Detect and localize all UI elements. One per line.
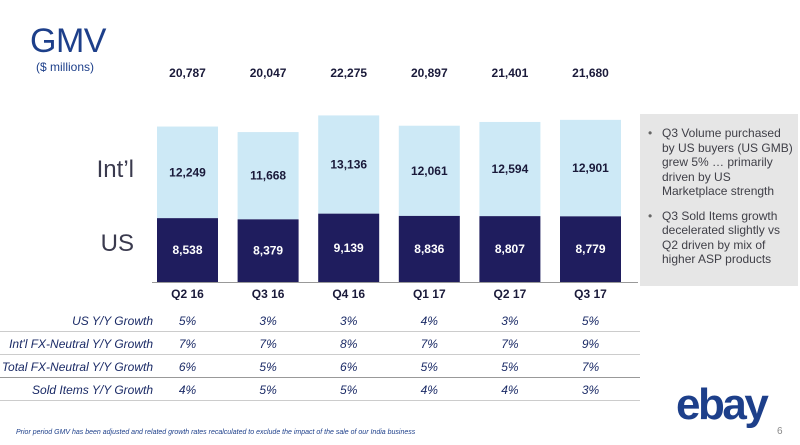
bar-label-us: 8,779 — [575, 242, 605, 256]
page-title: GMV — [30, 22, 106, 60]
metric-value: 7% — [420, 337, 438, 351]
bar-label-intl: 12,061 — [411, 164, 448, 178]
commentary-text: Q3 Volume purchased by US buyers (US GMB… — [662, 126, 793, 198]
page-number: 6 — [777, 426, 783, 437]
metric-value: 7% — [178, 337, 197, 351]
metric-value: 5% — [178, 314, 197, 328]
metric-value: 4% — [420, 383, 438, 397]
metric-value: 3% — [501, 314, 519, 328]
bar-us — [157, 218, 218, 282]
bar-intl — [237, 132, 299, 220]
metric-name: US Y/Y Growth — [72, 314, 153, 328]
metric-row: Sold Items Y/Y Growth 4% 5% 5% 4% 4% 3% — [0, 377, 640, 400]
row-divider — [0, 331, 640, 332]
bullet-icon: • — [648, 208, 653, 223]
bar-label-intl: 12,249 — [169, 165, 206, 179]
total-label: 20,787 — [169, 66, 206, 80]
bar-label-us: 9,139 — [334, 241, 364, 255]
bar-us — [479, 216, 541, 282]
x-tick-label: Q3 17 — [574, 287, 607, 300]
metric-value: 5% — [259, 360, 277, 374]
total-label: 21,680 — [572, 66, 609, 80]
metric-value: 5% — [259, 383, 277, 397]
page-subtitle: ($ millions) — [36, 60, 95, 74]
commentary-item: • Q3 Volume purchased by US buyers (US G… — [648, 126, 794, 199]
metric-value: 6% — [340, 360, 358, 374]
commentary-box: • Q3 Volume purchased by US buyers (US G… — [640, 114, 798, 286]
metric-row: Total FX-Neutral Y/Y Growth 6% 5% 6% 5% 5% 7% — [0, 354, 640, 377]
bar-label-us: 8,538 — [172, 243, 202, 257]
bar-us — [398, 215, 460, 282]
total-label: 21,401 — [492, 66, 529, 80]
x-tick-label: Q1 17 — [413, 287, 446, 300]
x-tick-label: Q3 16 — [252, 287, 285, 300]
metric-name: Total FX-Neutral Y/Y Growth — [1, 360, 153, 374]
metric-name: Sold Items Y/Y Growth — [32, 383, 153, 397]
metric-name: Int'l FX-Neutral Y/Y Growth — [9, 337, 153, 351]
metric-value: 7% — [259, 337, 277, 351]
commentary-item: • Q3 Sold Items growth decelerated sligh… — [648, 209, 794, 267]
metric-row: US Y/Y Growth 5% 3% 3% 4% 3% 5% — [0, 308, 640, 331]
footnote: Prior period GMV has been adjusted and r… — [16, 429, 416, 436]
bar-intl — [398, 125, 460, 216]
gmv-stacked-bar-chart: 12,249 8,538 20,787 Q2 16 11,668 8,379 20,047 Q… — [152, 66, 638, 300]
metric-value: 5% — [581, 314, 600, 328]
bar-intl — [479, 121, 541, 217]
bar-intl — [560, 119, 621, 217]
metric-value: 3% — [340, 314, 358, 328]
metric-row: Int'l FX-Neutral Y/Y Growth 7% 7% 8% 7% 7% 9% — [0, 331, 640, 354]
metric-value: 7% — [581, 360, 600, 374]
x-tick-label: Q2 17 — [494, 287, 527, 300]
row-divider — [0, 400, 640, 401]
metric-value: 3% — [581, 383, 600, 397]
bar-us — [237, 219, 299, 282]
metric-value: 5% — [501, 360, 519, 374]
metric-value: 4% — [420, 314, 438, 328]
bar-label-us: 8,836 — [414, 242, 444, 256]
segment-label-us: US — [100, 230, 134, 257]
bar-label-intl: 12,901 — [572, 161, 609, 175]
x-tick-label: Q2 16 — [171, 287, 204, 300]
bullet-icon: • — [648, 126, 653, 140]
bar-label-us: 8,379 — [253, 244, 283, 258]
bar-label-intl: 11,668 — [250, 169, 286, 183]
total-label: 22,275 — [330, 66, 367, 80]
metric-value: 4% — [501, 383, 519, 397]
row-divider — [0, 354, 640, 355]
bar-label-intl: 13,136 — [330, 158, 367, 172]
metric-value: 8% — [340, 337, 358, 351]
segment-label-intl: Int’l — [96, 156, 134, 183]
bar-label-intl: 12,594 — [492, 162, 529, 176]
bar-label-us: 8,807 — [495, 242, 525, 256]
row-divider — [0, 377, 640, 378]
metric-value: 3% — [259, 314, 277, 328]
bar-us — [560, 216, 621, 282]
total-label: 20,047 — [250, 66, 287, 80]
total-label: 20,897 — [411, 66, 448, 80]
metric-value: 7% — [501, 337, 519, 351]
metric-value: 4% — [178, 383, 197, 397]
x-tick-label: Q4 16 — [332, 287, 365, 300]
metric-value: 6% — [178, 360, 197, 374]
metric-value: 5% — [340, 383, 358, 397]
metric-value: 9% — [581, 337, 600, 351]
bar-us — [318, 213, 380, 282]
ebay-logo: ebay — [676, 380, 769, 429]
metric-value: 5% — [420, 360, 438, 374]
bar-intl — [157, 126, 218, 219]
bar-intl — [318, 115, 380, 214]
commentary-text: Q3 Sold Items growth decelerated slightl… — [662, 208, 781, 267]
